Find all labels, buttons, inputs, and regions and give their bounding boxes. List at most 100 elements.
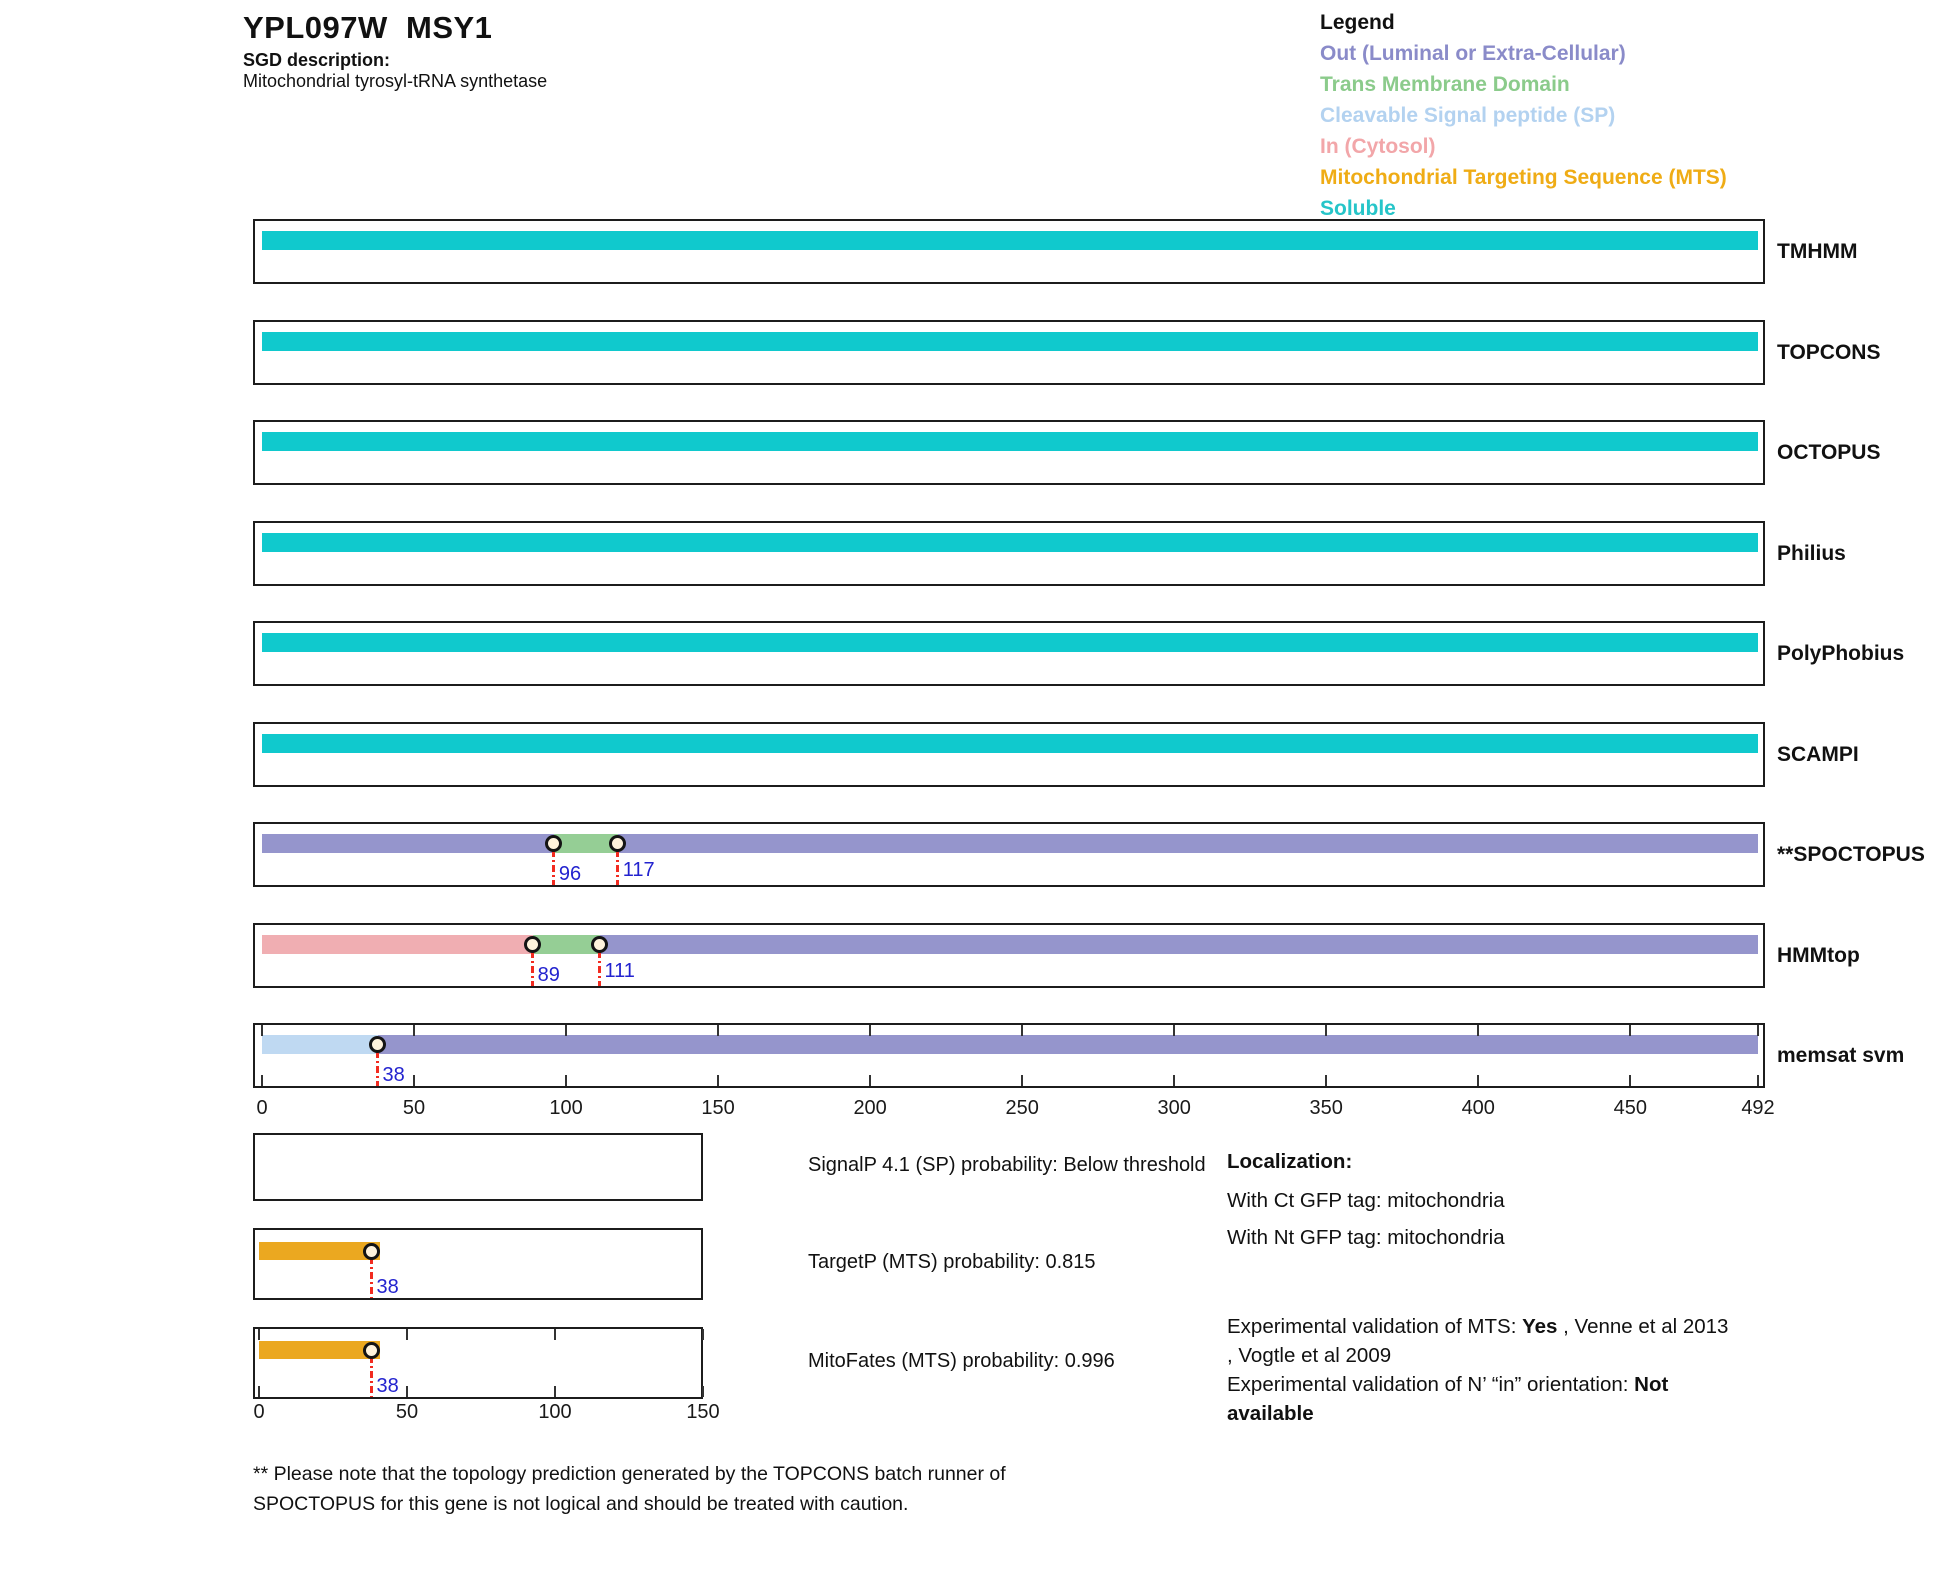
ruler-tick <box>1477 1075 1480 1086</box>
ruler-tick <box>554 1329 556 1340</box>
x-axis-tick-label: 200 <box>853 1097 887 1119</box>
ruler-tick <box>261 1075 263 1086</box>
ruler-tick <box>717 1025 720 1036</box>
region-segment-out <box>262 834 554 853</box>
track-box <box>253 219 1765 284</box>
position-label: 96 <box>558 863 582 885</box>
ruler-tick <box>406 1329 408 1340</box>
probability-axis-tick-label: 50 <box>395 1401 419 1423</box>
x-axis-tick-label: 150 <box>701 1097 735 1119</box>
region-segment-tm <box>553 834 618 853</box>
ruler-tick <box>413 1075 416 1086</box>
sgd-description-text: Mitochondrial tyrosyl-tRNA synthetase <box>243 71 548 91</box>
boundary-marker-icon <box>609 835 627 852</box>
ruler-tick <box>1325 1025 1328 1036</box>
track-box <box>253 1023 1765 1088</box>
boundary-marker-icon <box>591 936 608 953</box>
ruler-tick <box>413 1025 416 1036</box>
validation-mts-prefix: Experimental validation of MTS: <box>1227 1315 1523 1338</box>
position-label: 38 <box>376 1276 399 1298</box>
boundary-marker-icon <box>524 936 542 953</box>
region-segment-in <box>262 935 533 954</box>
track-label-octopus: OCTOPUS <box>1777 440 1881 464</box>
probability-axis-tick-label: 0 <box>253 1401 265 1423</box>
marker-guide-line <box>376 1051 380 1086</box>
region-segment-soluble <box>262 533 1758 552</box>
ruler-tick <box>1173 1075 1176 1086</box>
ruler-tick <box>1629 1075 1632 1086</box>
ruler-tick <box>261 1025 263 1036</box>
region-segment-tm <box>532 935 600 954</box>
x-axis-tick-label: 300 <box>1157 1097 1191 1119</box>
validation-orientation-value: Not <box>1634 1373 1669 1396</box>
ruler-tick <box>406 1386 408 1397</box>
ruler-tick <box>258 1386 260 1397</box>
region-segment-soluble <box>262 231 1758 250</box>
track-box <box>253 822 1765 887</box>
boundary-marker-icon <box>369 1036 387 1053</box>
track-box <box>253 420 1765 485</box>
ruler-tick <box>869 1075 872 1086</box>
footnote-line2: SPOCTOPUS for this gene is not logical a… <box>253 1493 909 1515</box>
position-label: 111 <box>604 960 635 982</box>
legend-item-0: Out (Luminal or Extra-Cellular) <box>1320 42 1626 65</box>
position-label: 38 <box>382 1064 405 1086</box>
region-segment-soluble <box>262 332 1758 351</box>
x-axis-tick-label: 100 <box>549 1097 583 1119</box>
track-box <box>253 621 1765 686</box>
position-label: 117 <box>622 859 655 881</box>
localization-ct-gfp: With Ct GFP tag: mitochondria <box>1227 1189 1505 1212</box>
track-label-memsatsvm: memsat svm <box>1777 1043 1905 1067</box>
ruler-tick <box>1325 1075 1328 1086</box>
experimental-validation-block: Experimental validation of MTS: Yes , Ve… <box>1227 1312 1867 1428</box>
sgd-description-label: SGD description: <box>243 50 391 70</box>
region-segment-mts <box>259 1242 381 1260</box>
track-box <box>253 320 1765 385</box>
ruler-tick <box>565 1025 568 1036</box>
region-segment-out <box>377 1035 1758 1054</box>
probability-axis-tick-label: 100 <box>538 1401 572 1423</box>
marker-guide-line <box>598 951 601 986</box>
x-axis-tick-label: 350 <box>1309 1097 1343 1119</box>
track-label-spoctopus: **SPOCTOPUS <box>1777 842 1925 866</box>
legend-item-2: Cleavable Signal peptide (SP) <box>1320 104 1616 127</box>
region-segment-mts <box>259 1341 381 1359</box>
ruler-tick <box>554 1386 556 1397</box>
region-segment-soluble <box>262 734 1758 753</box>
probability-axis-tick-label: 150 <box>686 1401 720 1423</box>
validation-mts-value: Yes <box>1522 1315 1558 1338</box>
legend-item-1: Trans Membrane Domain <box>1320 73 1570 96</box>
localization-nt-gfp: With Nt GFP tag: mitochondria <box>1227 1226 1505 1249</box>
ruler-tick <box>717 1075 720 1086</box>
validation-orientation-prefix: Experimental validation of N’ “in” orien… <box>1227 1373 1635 1396</box>
track-box <box>253 521 1765 586</box>
validation-orientation-line: Experimental validation of N’ “in” orien… <box>1227 1370 1867 1399</box>
track-label-topcons: TOPCONS <box>1777 340 1881 364</box>
footnote: ** Please note that the topology predict… <box>253 1459 1006 1519</box>
ruler-tick <box>565 1075 568 1086</box>
region-segment-out <box>617 834 1758 853</box>
track-box <box>253 1228 703 1300</box>
legend-item-3: In (Cytosol) <box>1320 135 1436 158</box>
ruler-tick <box>1477 1025 1480 1036</box>
ruler-tick <box>1021 1025 1024 1036</box>
marker-guide-line <box>616 850 620 885</box>
boundary-marker-icon <box>362 1242 380 1260</box>
marker-guide-line <box>531 951 535 986</box>
region-segment-soluble <box>262 633 1758 652</box>
x-axis-tick-label: 450 <box>1613 1097 1647 1119</box>
track-label-scampi: SCAMPI <box>1777 742 1859 766</box>
ruler-tick <box>1629 1025 1632 1036</box>
panel-label-signalp: SignalP 4.1 (SP) probability: Below thre… <box>808 1154 1206 1176</box>
marker-guide-line <box>369 1356 373 1397</box>
ruler-tick <box>702 1386 704 1397</box>
legend: Legend Out (Luminal or Extra-Cellular) Tr… <box>1320 7 1727 224</box>
ruler-tick <box>1757 1075 1759 1086</box>
track-label-philius: Philius <box>1777 541 1846 565</box>
ruler-tick <box>1757 1025 1759 1036</box>
validation-mts-line: Experimental validation of MTS: Yes , Ve… <box>1227 1312 1867 1341</box>
legend-items: Out (Luminal or Extra-Cellular) Trans Mem… <box>1320 38 1727 224</box>
validation-mts-line2: , Vogtle et al 2009 <box>1227 1344 1392 1367</box>
ruler-tick <box>258 1329 260 1340</box>
